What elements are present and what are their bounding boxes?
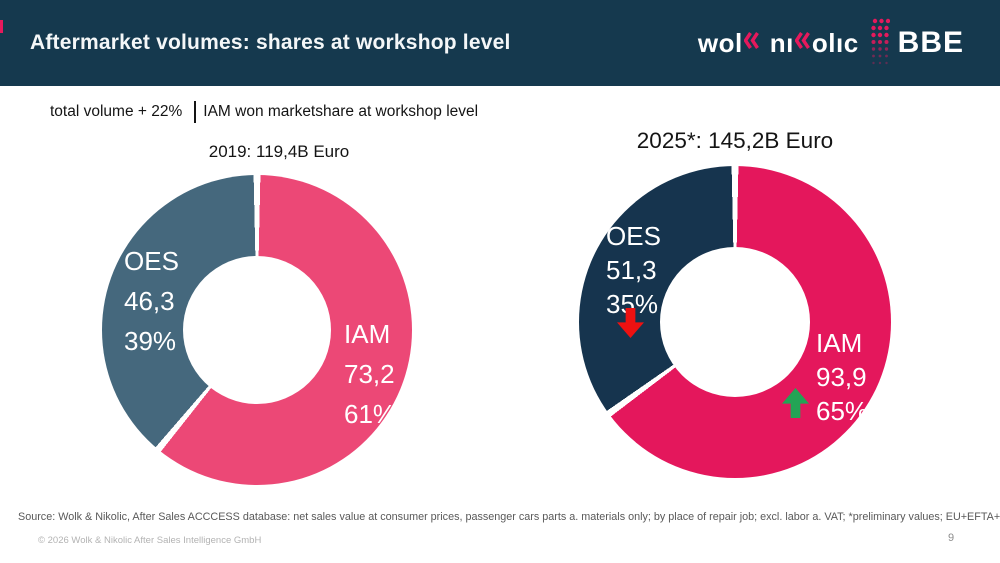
logo-dots-icon <box>869 17 890 69</box>
source-note: Source: Wolk & Nikolic, After Sales ACCC… <box>18 511 1000 523</box>
logo-k-chevron-icon <box>743 31 760 55</box>
logo-word-bbe: BBE <box>897 26 964 59</box>
slice-label-oes-2019: OES 46,3 39% <box>124 246 179 356</box>
chart-title-2025: 2025*: 145,2B Euro <box>636 128 834 153</box>
subtitle-divider <box>194 101 197 123</box>
logo-k-chevron-icon <box>794 31 811 55</box>
logo: wol nı olıc <box>698 0 964 86</box>
copyright-note: © 2026 Wolk & Nikolic After Sales Intell… <box>38 535 262 546</box>
page-number: 9 <box>948 532 955 544</box>
subtitle-left-text: total volume + 22% <box>50 103 183 120</box>
logo-word-wolk: wol <box>697 28 743 58</box>
slice-label-oes-2025: OES 51,3 35% <box>606 221 661 319</box>
chart-title-2019: 2019: 119,4B Euro <box>208 142 350 161</box>
page-title: Aftermarket volumes: shares at workshop … <box>30 31 511 54</box>
subtitle-right-text: IAM won marketshare at workshop level <box>203 103 479 120</box>
donut-chart-2019 <box>102 175 412 485</box>
subtitle: total volume + 22% IAM won marketshare a… <box>50 101 478 123</box>
edge-accent-mark <box>0 20 3 33</box>
header-bar: Aftermarket volumes: shares at workshop … <box>0 0 1000 86</box>
logo-word-nikolic-start: nı <box>769 28 794 58</box>
logo-word-nikolic-end: olıc <box>811 28 859 58</box>
slice-label-iam-2025: IAM 93,9 65% <box>816 328 869 426</box>
slice-label-iam-2019: IAM 73,2 61% <box>344 319 397 429</box>
